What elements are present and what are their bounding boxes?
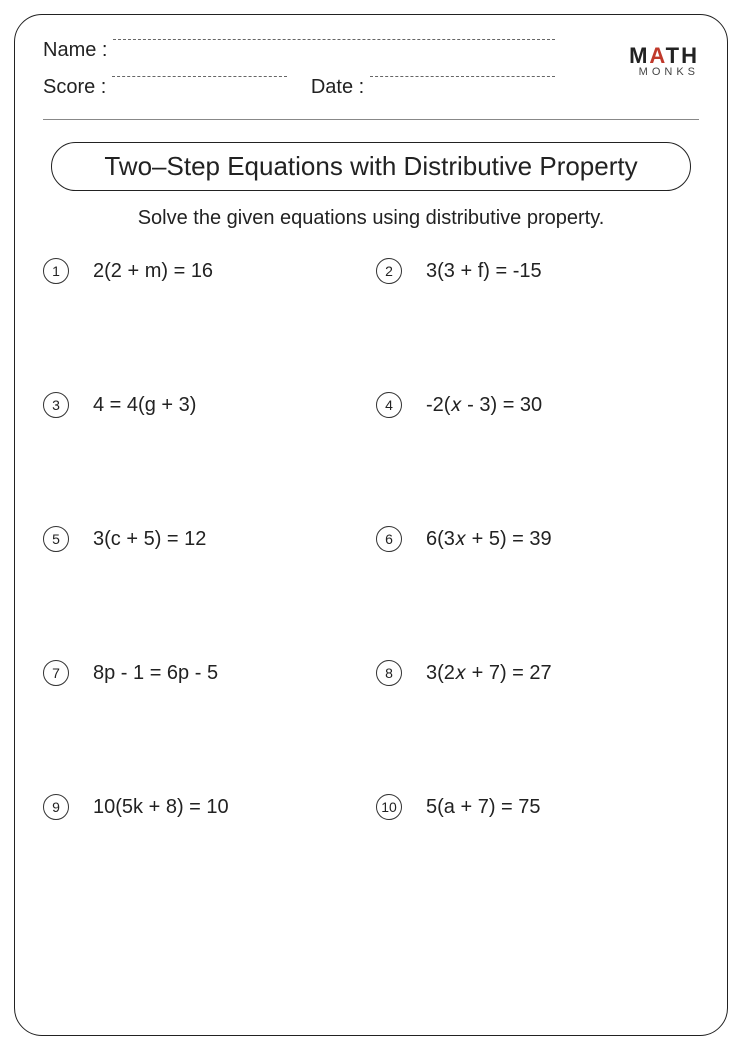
logo-line1: MATH [629,45,699,67]
equation-text: 3(2𝑥 + 7) = 27 [426,662,552,685]
equation-text: 2(2 + m) = 16 [93,260,213,283]
score-input-line[interactable] [112,76,286,77]
problem-10: 10 5(a + 7) = 75 [376,794,699,820]
problem-5: 5 3(c + 5) = 12 [43,526,366,552]
problem-number: 4 [376,392,402,418]
problem-number: 10 [376,794,402,820]
equation-text: 10(5k + 8) = 10 [93,796,229,819]
name-label: Name : [43,39,107,62]
problem-9: 9 10(5k + 8) = 10 [43,794,366,820]
problems-grid: 1 2(2 + m) = 16 2 3(3 + f) = -15 3 4 = 4… [43,258,699,820]
problem-7: 7 8p - 1 = 6p - 5 [43,660,366,686]
problem-2: 2 3(3 + f) = -15 [376,258,699,284]
worksheet-title: Two–Step Equations with Distributive Pro… [51,142,691,191]
problem-6: 6 6(3𝑥 + 5) = 39 [376,526,699,552]
score-field: Score : [43,76,287,99]
problem-number: 6 [376,526,402,552]
logo-a: A [649,43,665,68]
score-label: Score : [43,76,106,99]
name-row: Name : [43,39,555,62]
problem-3: 3 4 = 4(g + 3) [43,392,366,418]
date-input-line[interactable] [370,76,554,77]
date-label: Date : [311,76,364,99]
name-input-line[interactable] [113,39,554,40]
problem-number: 1 [43,258,69,284]
problem-8: 8 3(2𝑥 + 7) = 27 [376,660,699,686]
problem-number: 3 [43,392,69,418]
equation-text: 3(c + 5) = 12 [93,528,206,551]
equation-text: 5(a + 7) = 75 [426,796,541,819]
problem-number: 5 [43,526,69,552]
instruction-text: Solve the given equations using distribu… [43,207,699,230]
equation-text: 8p - 1 = 6p - 5 [93,662,218,685]
equation-text: -2(𝑥 - 3) = 30 [426,394,542,417]
problem-1: 1 2(2 + m) = 16 [43,258,366,284]
logo-line2: MONKS [629,67,699,78]
logo-m: M [629,43,649,68]
score-date-row: Score : Date : [43,76,555,99]
worksheet-frame: MATH MONKS Name : Score : Date : Two–Ste… [14,14,728,1036]
equation-text: 3(3 + f) = -15 [426,260,542,283]
problem-number: 2 [376,258,402,284]
brand-logo: MATH MONKS [629,45,699,78]
header-divider [43,119,699,120]
problem-number: 9 [43,794,69,820]
problem-4: 4 -2(𝑥 - 3) = 30 [376,392,699,418]
equation-text: 4 = 4(g + 3) [93,394,196,417]
problem-number: 8 [376,660,402,686]
date-field: Date : [311,76,555,99]
logo-th: TH [666,43,699,68]
equation-text: 6(3𝑥 + 5) = 39 [426,528,552,551]
problem-number: 7 [43,660,69,686]
